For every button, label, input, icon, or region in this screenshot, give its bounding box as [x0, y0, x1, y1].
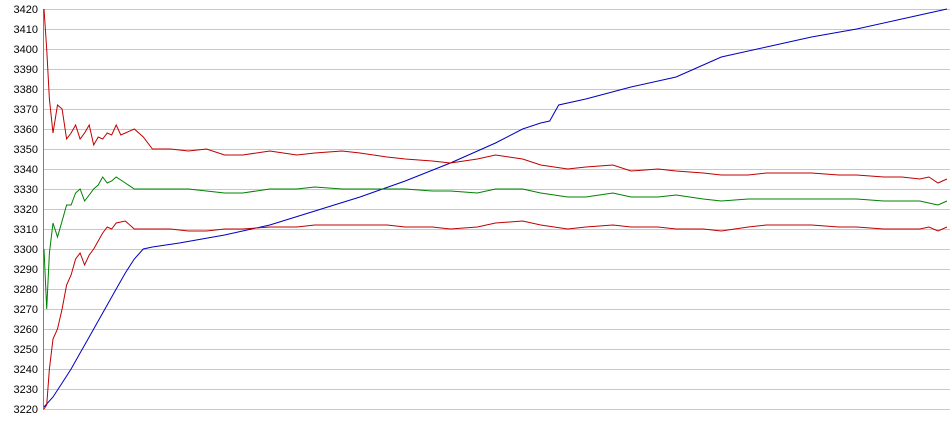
y-tick-label: 3320 — [14, 204, 38, 216]
y-tick-label: 3360 — [14, 124, 38, 136]
y-tick-label: 3290 — [14, 264, 38, 276]
series-line-2 — [43, 8, 948, 184]
series-line-3 — [43, 176, 948, 310]
y-tick-label: 3300 — [14, 244, 38, 256]
y-tick-label: 3220 — [14, 404, 38, 416]
y-tick-label: 3260 — [14, 324, 38, 336]
gridlines — [44, 9, 950, 410]
y-axis-tick-labels: 3220 3230 3240 3250 3260 3270 3280 3290 3300 3310… — [14, 4, 38, 416]
y-tick-label: 3310 — [14, 224, 38, 236]
y-tick-label: 3280 — [14, 284, 38, 296]
y-tick-label: 3420 — [14, 4, 38, 16]
y-tick-label: 3270 — [14, 304, 38, 316]
series-line-1 — [43, 8, 948, 408]
y-tick-label: 3370 — [14, 104, 38, 116]
y-tick-label: 3400 — [14, 44, 38, 56]
y-tick-label: 3350 — [14, 144, 38, 156]
y-tick-label: 3390 — [14, 64, 38, 76]
series-lines — [43, 8, 948, 410]
y-tick-label: 3340 — [14, 164, 38, 176]
y-tick-label: 3240 — [14, 364, 38, 376]
y-tick-label: 3250 — [14, 344, 38, 356]
y-tick-label: 3410 — [14, 24, 38, 36]
y-tick-label: 3380 — [14, 84, 38, 96]
series-line-4 — [43, 220, 948, 410]
y-tick-label: 3330 — [14, 184, 38, 196]
y-tick-label: 3230 — [14, 384, 38, 396]
